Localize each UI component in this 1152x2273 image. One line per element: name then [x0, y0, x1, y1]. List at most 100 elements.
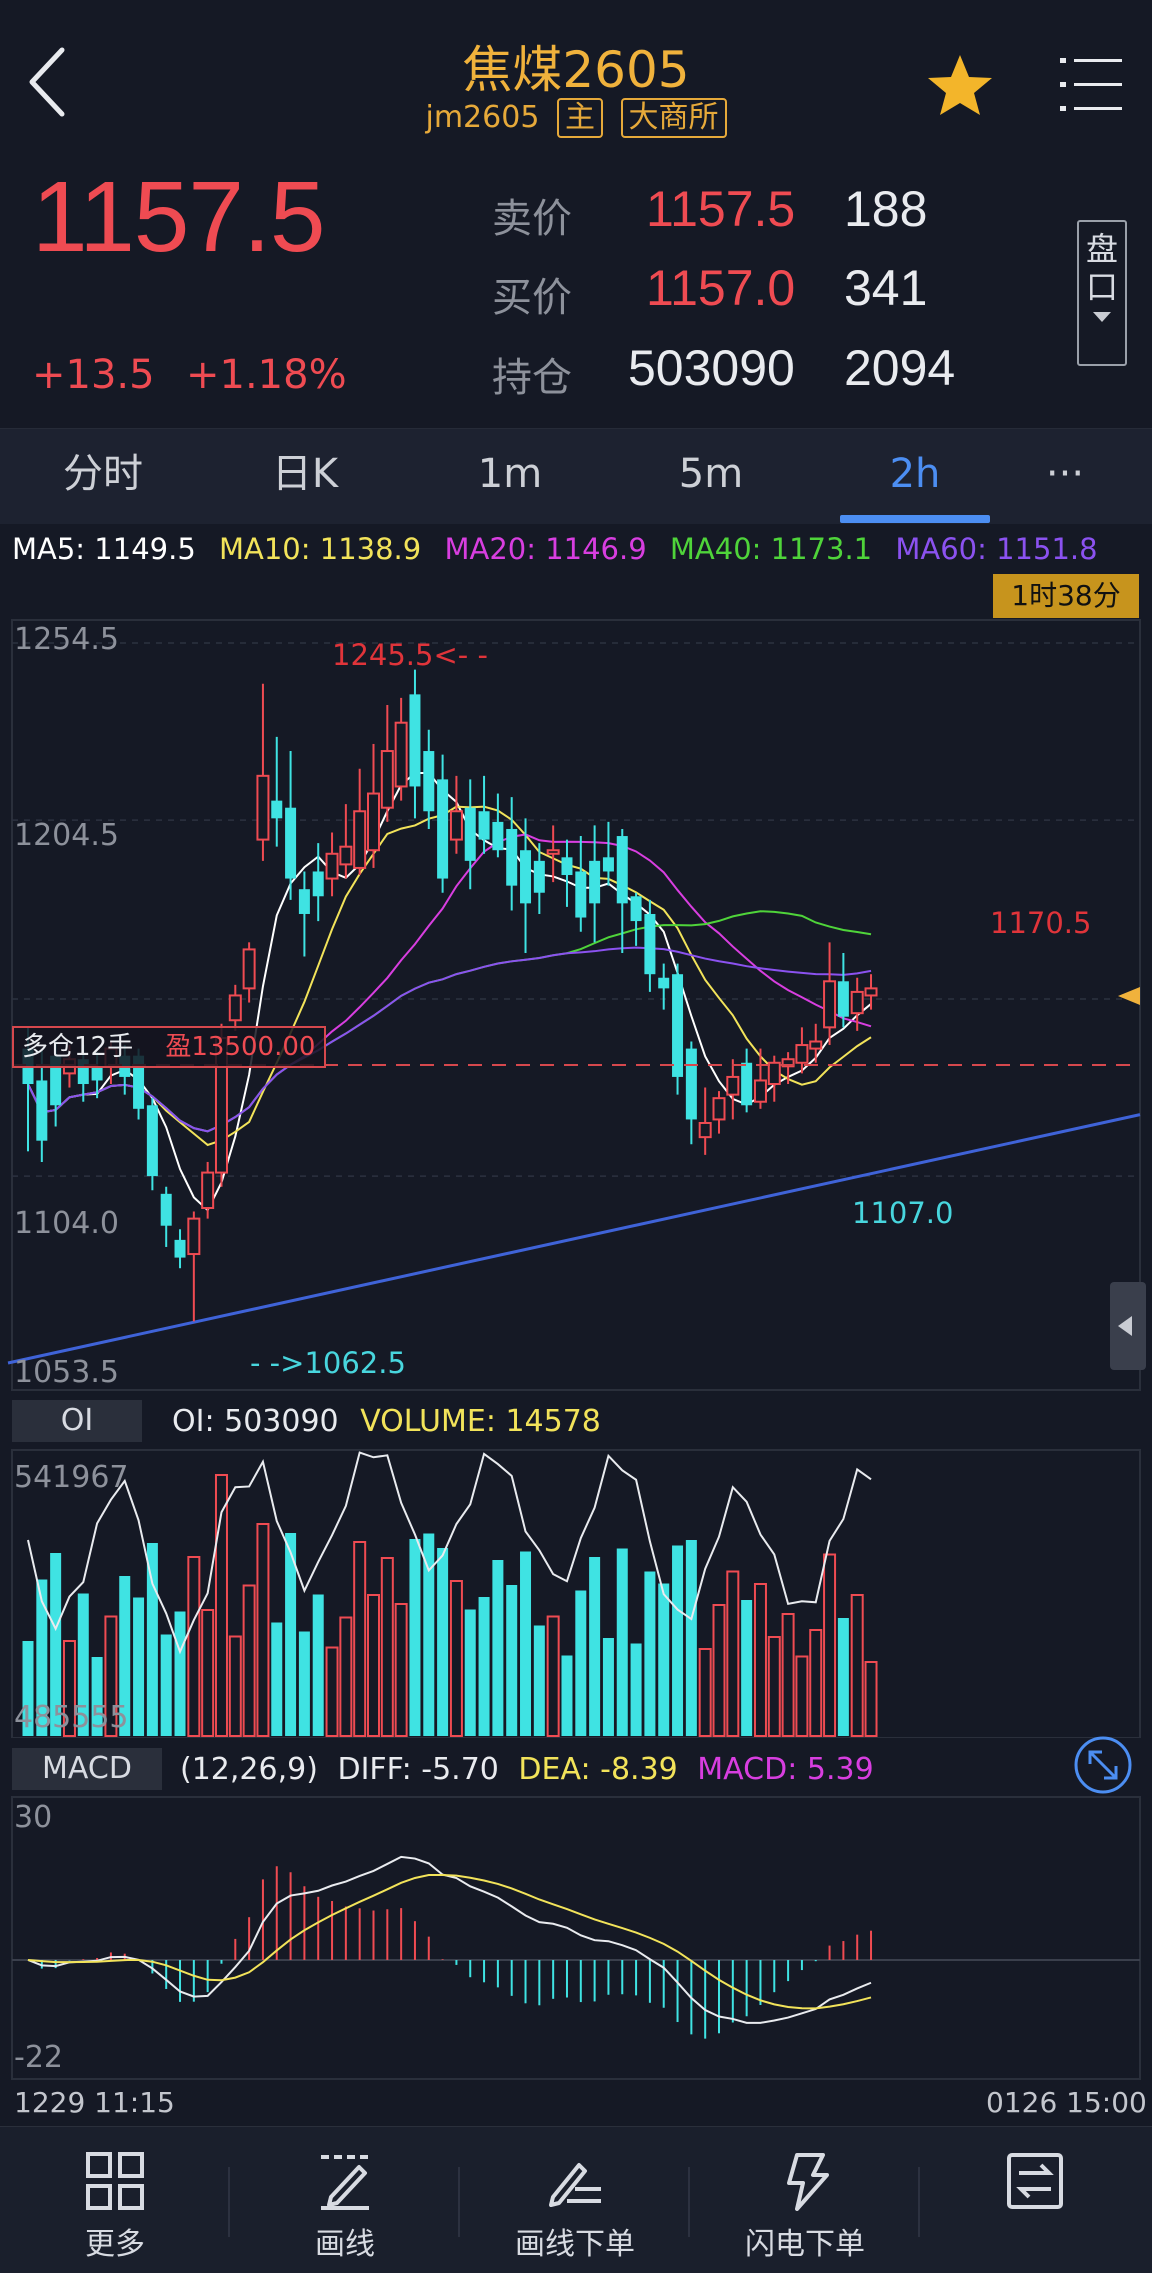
volume-bar [864, 1661, 878, 1737]
expand-icon[interactable] [1072, 1734, 1134, 1800]
volume-bar [214, 1474, 228, 1737]
volume-bar [325, 1646, 339, 1737]
volume-bar [437, 1548, 449, 1736]
oi-indicator-tab[interactable]: OI [12, 1400, 142, 1442]
volume-bar [492, 1560, 504, 1736]
bottom-toolbar: 更多 画线 画线下单 闪电下单 [0, 2126, 1152, 2273]
volume-bar [520, 1551, 532, 1736]
macd-params: (12,26,9) [180, 1752, 318, 1787]
volume-bar [753, 1583, 767, 1737]
caret-down-icon [1093, 312, 1111, 322]
position-pnl: 盈13500.00 [165, 1032, 316, 1062]
order-book-button[interactable]: 盘口 [1077, 220, 1127, 366]
candle-body [256, 774, 270, 841]
bid-label: 买价 [492, 275, 572, 321]
volume-bar [658, 1583, 670, 1736]
volume-bar [367, 1594, 380, 1737]
volume-bar [781, 1613, 795, 1737]
volume-bar [644, 1571, 656, 1736]
tab-1m[interactable]: 1m [477, 451, 543, 497]
menu-list-icon[interactable] [1060, 54, 1124, 118]
candle-body [546, 849, 560, 855]
bid-price: 1157.0 [646, 260, 796, 316]
candle-body [325, 852, 339, 880]
candle-body [753, 1079, 767, 1103]
volume-bar [201, 1609, 215, 1737]
candle-body [685, 1048, 697, 1120]
candle-body [602, 857, 614, 872]
candlestick-chart[interactable] [0, 525, 1152, 1395]
volume-oi-chart[interactable] [0, 1448, 1152, 1738]
volume-bar [616, 1548, 628, 1736]
tab-daily[interactable]: 日K [271, 451, 339, 497]
volume-bar [271, 1622, 283, 1736]
bid-volume: 341 [844, 260, 928, 316]
candle-body [201, 1171, 215, 1209]
volume-bar [50, 1553, 62, 1736]
volume-bar [546, 1615, 560, 1737]
volume-bar [449, 1580, 463, 1737]
volume-bar [837, 1618, 849, 1736]
candle-body [698, 1121, 712, 1139]
volume-bar [672, 1545, 684, 1736]
volume-bar [850, 1594, 864, 1737]
open-interest-label: 持仓 [492, 355, 572, 401]
candle-body [809, 1040, 823, 1050]
ma20-value: MA20: 1146.9 [444, 532, 647, 566]
draw-order-button[interactable]: 画线下单 [460, 2151, 690, 2263]
position-label[interactable]: 多仓12手 盈13500.00 [12, 1026, 326, 1068]
candle-body [672, 974, 684, 1077]
volume-bar [187, 1556, 201, 1737]
volume-bar [339, 1616, 353, 1737]
low-annotation: - ->1062.5 [250, 1346, 406, 1380]
candle-body [91, 1066, 103, 1081]
macd-axis-bottom: -22 [14, 2040, 63, 2075]
macd-legend: (12,26,9) DIFF: -5.70 DEA: -8.39 MACD: 5… [180, 1752, 874, 1787]
price-axis-top: 1254.5 [14, 622, 119, 657]
candle-body [561, 857, 573, 876]
candle-body [160, 1193, 172, 1226]
volume-bar [685, 1540, 697, 1736]
candle-body [837, 981, 849, 1017]
candle-body [520, 850, 532, 904]
tab-5m[interactable]: 5m [678, 451, 744, 497]
open-interest-change: 2094 [844, 340, 956, 396]
candle-body [506, 828, 518, 886]
candle-body [271, 800, 283, 819]
back-arrow-icon[interactable] [22, 42, 82, 122]
candle-body [712, 1097, 726, 1121]
candle-body [464, 807, 476, 861]
volume-bar [464, 1609, 476, 1736]
dea-line [27, 1873, 872, 2010]
candle-body [864, 987, 878, 997]
draw-line-button[interactable]: 画线 [230, 2151, 460, 2263]
pen-order-icon [549, 2163, 601, 2207]
order-book-label: 盘口 [1086, 230, 1119, 306]
open-interest-value: 503090 [628, 340, 795, 396]
collapse-panel-button[interactable] [1110, 1282, 1146, 1370]
candle-body [449, 810, 463, 841]
oi-line [27, 1451, 872, 1655]
volume-bar [174, 1611, 186, 1736]
macd-histogram [40, 1866, 873, 2039]
macd-indicator-tab[interactable]: MACD [12, 1748, 162, 1790]
volume-bar [380, 1557, 394, 1737]
favorite-star-icon[interactable] [925, 52, 995, 122]
volume-bar [91, 1657, 103, 1736]
oi-value: OI: 503090 [172, 1404, 339, 1439]
candle-body [409, 694, 421, 787]
volume-bar [533, 1625, 545, 1736]
ma60-value: MA60: 1151.8 [895, 532, 1098, 566]
caret-left-icon [1118, 1316, 1132, 1336]
flash-order-button[interactable]: 闪电下单 [690, 2151, 920, 2263]
local-low-annotation: 1107.0 [852, 1196, 954, 1230]
macd-axis-top: 30 [14, 1800, 53, 1835]
tab-2h[interactable]: 2h [889, 451, 941, 497]
more-button[interactable]: 更多 [0, 2151, 230, 2263]
macd-chart[interactable] [0, 1795, 1152, 2081]
more-tabs-icon[interactable]: ··· [1045, 451, 1085, 497]
tab-timeshare[interactable]: 分时 [63, 451, 143, 497]
ma60-line [27, 946, 872, 1133]
volume-bar [104, 1615, 118, 1737]
switch-button[interactable] [920, 2151, 1150, 2219]
